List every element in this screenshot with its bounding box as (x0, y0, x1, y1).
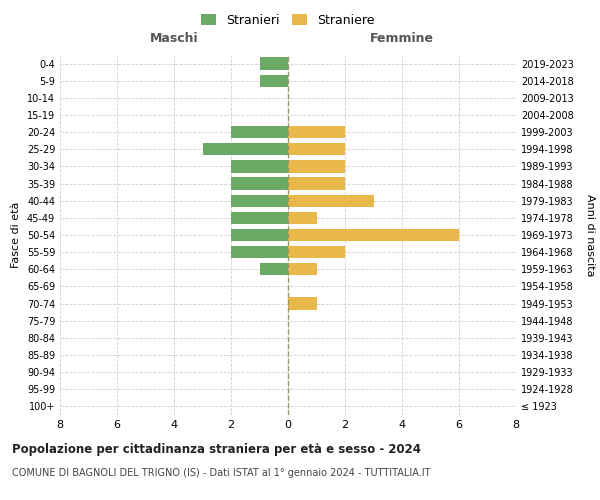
Bar (288, 143, 345, 156)
Bar (231, 160, 288, 172)
Bar (288, 194, 373, 207)
Text: COMUNE DI BAGNOLI DEL TRIGNO (IS) - Dati ISTAT al 1° gennaio 2024 - TUTTITALIA.I: COMUNE DI BAGNOLI DEL TRIGNO (IS) - Dati… (12, 468, 431, 477)
Bar (288, 298, 317, 310)
Bar (231, 246, 288, 258)
Text: Popolazione per cittadinanza straniera per età e sesso - 2024: Popolazione per cittadinanza straniera p… (12, 442, 421, 456)
Bar (288, 212, 317, 224)
Y-axis label: Anni di nascita: Anni di nascita (585, 194, 595, 276)
Bar (288, 178, 345, 190)
Text: Maschi: Maschi (149, 32, 199, 44)
Y-axis label: Fasce di età: Fasce di età (11, 202, 21, 268)
Bar (203, 143, 288, 156)
Bar (288, 160, 345, 172)
Text: Femmine: Femmine (370, 32, 434, 44)
Bar (288, 229, 459, 241)
Bar (231, 126, 288, 138)
Bar (231, 229, 288, 241)
Bar (231, 178, 288, 190)
Bar (288, 126, 345, 138)
Bar (288, 246, 345, 258)
Bar (288, 263, 317, 276)
Bar (260, 263, 288, 276)
Bar (231, 212, 288, 224)
Bar (260, 58, 288, 70)
Bar (231, 194, 288, 207)
Bar (260, 74, 288, 87)
Legend: Stranieri, Straniere: Stranieri, Straniere (196, 8, 380, 32)
